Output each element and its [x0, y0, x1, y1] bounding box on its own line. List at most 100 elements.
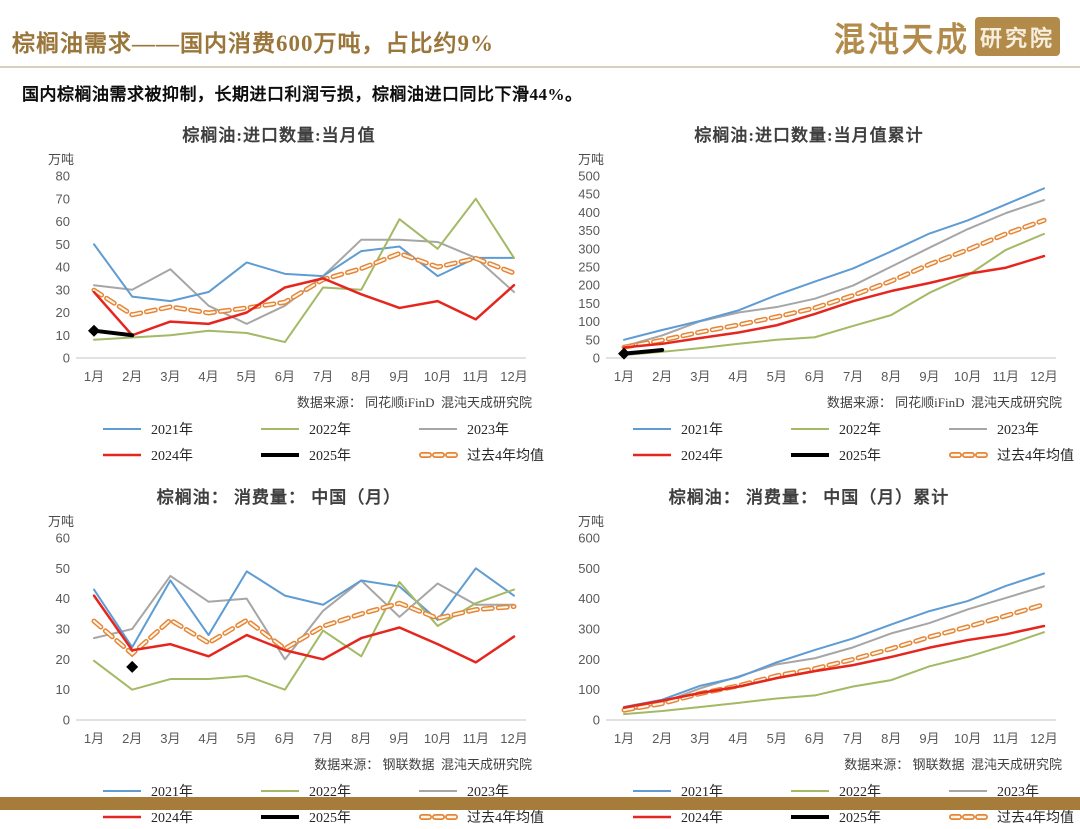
svg-text:30: 30: [56, 622, 70, 637]
svg-text:9月: 9月: [919, 731, 939, 746]
svg-text:200: 200: [578, 278, 600, 293]
svg-text:300: 300: [578, 622, 600, 637]
legend-item: 2025年: [260, 445, 418, 465]
brand-logo-badge: 研究院: [974, 17, 1060, 56]
legend-line-swatch: [949, 790, 987, 792]
svg-text:4月: 4月: [728, 369, 748, 384]
legend-line-swatch: [103, 428, 141, 430]
svg-text:250: 250: [578, 260, 600, 275]
svg-text:7月: 7月: [843, 369, 863, 384]
svg-text:0: 0: [593, 351, 600, 366]
svg-text:9月: 9月: [389, 731, 409, 746]
legend-line-swatch: [103, 453, 141, 457]
svg-text:11月: 11月: [993, 731, 1020, 746]
legend-label: 2023年: [467, 423, 509, 438]
brand-logo-text: 混沌天成: [833, 20, 970, 59]
svg-text:8月: 8月: [351, 731, 371, 746]
svg-text:6月: 6月: [275, 731, 295, 746]
data-source: 数据来源： 同花顺iFinD 混沌天成研究院: [296, 395, 532, 410]
y-axis-unit: 万吨: [48, 152, 75, 167]
y-axis-unit: 万吨: [578, 152, 605, 167]
svg-text:1月: 1月: [614, 731, 634, 746]
legend-line-swatch: [949, 814, 989, 820]
legend-line-swatch: [633, 815, 671, 819]
svg-text:60: 60: [56, 531, 70, 546]
svg-text:1月: 1月: [84, 731, 104, 746]
svg-text:300: 300: [578, 241, 600, 256]
legend-line-swatch: [419, 452, 459, 458]
legend-line-swatch: [633, 453, 671, 457]
legend-line-swatch: [791, 790, 829, 792]
legend-label: 2024年: [151, 449, 193, 464]
legend-label: 2022年: [309, 785, 351, 800]
legend-line-swatch: [791, 815, 829, 819]
legend-label: 2024年: [681, 811, 723, 826]
svg-text:5月: 5月: [237, 369, 257, 384]
legend-item: 2023年: [418, 781, 596, 801]
svg-text:10月: 10月: [424, 369, 451, 384]
page-title: 棕榈油需求——国内消费600万吨，占比约9%: [12, 31, 494, 56]
legend-item: 2024年: [102, 807, 260, 827]
svg-text:50: 50: [56, 237, 70, 252]
legend-label: 2023年: [997, 423, 1039, 438]
legend-line-swatch: [633, 428, 671, 430]
legend-line-swatch: [103, 815, 141, 819]
legend-label: 2022年: [839, 785, 881, 800]
legend-item: 2023年: [418, 419, 596, 439]
svg-text:5月: 5月: [767, 731, 787, 746]
legend-line-swatch: [261, 428, 299, 430]
legend-item: 2021年: [102, 419, 260, 439]
svg-text:10月: 10月: [954, 369, 981, 384]
legend-label: 2023年: [997, 785, 1039, 800]
legend-line-swatch: [419, 790, 457, 792]
svg-text:20: 20: [56, 305, 70, 320]
legend-item: 2021年: [632, 419, 790, 439]
svg-text:450: 450: [578, 187, 600, 202]
legend-item: 过去4年均值: [948, 807, 1080, 827]
legend-item: 2022年: [790, 781, 948, 801]
data-source: 数据来源： 钢联数据 混沌天成研究院: [314, 757, 532, 772]
summary-text: 国内棕榈油需求被抑制，长期进口利润亏损，棕榈油进口同比下滑44%。: [22, 85, 583, 104]
svg-text:3月: 3月: [690, 731, 710, 746]
legend-item: 2023年: [948, 419, 1080, 439]
svg-text:4月: 4月: [198, 731, 218, 746]
svg-text:10月: 10月: [424, 731, 451, 746]
svg-text:8月: 8月: [351, 369, 371, 384]
line-chart: 0 100 200 300 400 500 600 1月 2月 3月 4月 5月 6月 7月 8月 9月 10月…: [578, 531, 1057, 747]
legend-label: 2021年: [151, 785, 193, 800]
legend-item: 2024年: [632, 445, 790, 465]
legend-line-swatch: [103, 790, 141, 792]
svg-text:3月: 3月: [160, 369, 180, 384]
legend-label: 2025年: [839, 449, 881, 464]
chart-card-import-monthly: 棕榈油:进口数量:当月值 万吨 0 10 20 30 40 50 60 70 80 1月 2月 3月 4…: [14, 121, 544, 467]
legend-item: 2023年: [948, 781, 1080, 801]
legend-label: 2024年: [681, 449, 723, 464]
svg-text:0: 0: [63, 351, 70, 366]
brand-logo: 混沌天成 研究院: [834, 14, 1060, 59]
legend-line-swatch: [949, 452, 989, 458]
legend-line-swatch: [419, 428, 457, 430]
legend-label: 过去4年均值: [997, 811, 1074, 826]
legend-label: 过去4年均值: [467, 811, 544, 826]
svg-text:9月: 9月: [919, 369, 939, 384]
legend-label: 2021年: [681, 785, 723, 800]
chart-title: 棕榈油： 消费量： 中国（月）累计: [668, 488, 950, 507]
legend-line-swatch: [633, 790, 671, 792]
svg-text:10: 10: [56, 328, 70, 343]
svg-text:350: 350: [578, 223, 600, 238]
svg-text:3月: 3月: [690, 369, 710, 384]
chart-title: 棕榈油:进口数量:当月值累计: [694, 126, 924, 145]
legend-item: 2021年: [102, 781, 260, 801]
svg-text:1月: 1月: [84, 369, 104, 384]
legend-item: 2025年: [260, 807, 418, 827]
legend-item: 2022年: [260, 781, 418, 801]
svg-text:20: 20: [56, 652, 70, 667]
legend-item: 2024年: [632, 807, 790, 827]
legend-label: 2022年: [839, 423, 881, 438]
legend-item: 2022年: [260, 419, 418, 439]
header: 棕榈油需求——国内消费600万吨，占比约9% 混沌天成 研究院: [0, 0, 1080, 68]
svg-text:5月: 5月: [767, 369, 787, 384]
svg-text:10: 10: [56, 682, 70, 697]
svg-text:11月: 11月: [463, 369, 490, 384]
svg-text:7月: 7月: [313, 369, 333, 384]
